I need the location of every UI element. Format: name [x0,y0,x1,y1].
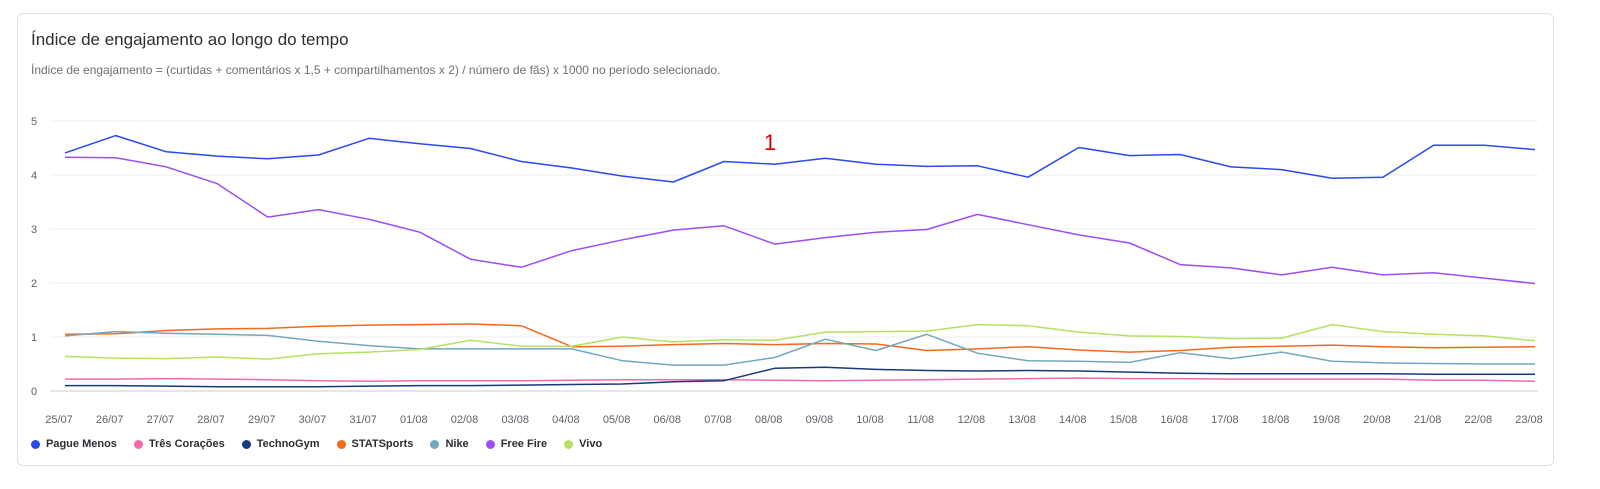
x-tick-label: 27/07 [147,414,175,426]
x-tick-label: 13/08 [1008,414,1036,426]
y-tick-label: 5 [31,116,37,128]
legend-dot [336,439,346,449]
series-line-statsports [64,323,1536,353]
series-line-três-corações [65,377,1536,383]
x-tick-label: 02/08 [451,414,479,426]
x-tick-label: 20/08 [1363,414,1391,426]
legend-item[interactable]: Três Corações [133,438,225,450]
x-tick-label: 28/07 [197,414,225,426]
x-tick-label: 23/08 [1515,414,1543,426]
legend-label: Vivo [579,438,603,450]
x-tick-label: 14/08 [1059,414,1087,426]
x-tick-label: 15/08 [1110,414,1138,426]
legend-item[interactable]: TechnoGym [241,438,320,450]
y-tick-label: 0 [31,386,37,398]
legend-label: TechnoGym [256,438,320,450]
legend-label: Pague Menos [46,438,117,450]
x-tick-label: 12/08 [958,414,986,426]
legend-label: STATSports [351,438,414,450]
chart-subtitle: Índice de engajamento = (curtidas + come… [31,63,721,77]
series-line-technogym [65,366,1535,388]
x-tick-label: 11/08 [907,414,934,426]
series-line-vivo [64,323,1536,360]
x-tick-label: 21/08 [1414,414,1442,426]
x-tick-label: 29/07 [248,414,276,426]
y-tick-label: 1 [31,332,37,344]
x-tick-label: 01/08 [400,414,428,426]
legend-item[interactable]: STATSports [336,438,414,450]
legend-item[interactable]: Pague Menos [31,438,117,450]
x-tick-label: 03/08 [501,414,529,426]
legend-item[interactable]: Vivo [564,438,602,450]
x-tick-label: 08/08 [755,414,783,426]
x-tick-label: 22/08 [1465,414,1493,426]
x-tick-label: 17/08 [1211,414,1239,426]
legend-item[interactable]: Nike [430,438,469,450]
x-tick-label: 25/07 [45,414,73,426]
series-line-nike [64,330,1535,366]
x-tick-label: 26/07 [96,414,124,426]
legend: Pague Menos Três Corações TechnoGym STATSpo… [31,438,619,450]
legend-dot [564,439,574,449]
x-tick-label: 30/07 [299,414,327,426]
x-tick-label: 04/08 [552,414,580,426]
x-tick-label: 09/08 [806,414,834,426]
legend-dot [241,439,251,449]
annotation-label: 1 [764,130,776,155]
x-tick-label: 18/08 [1262,414,1290,426]
legend-dot [430,439,440,449]
legend-dot [31,439,40,449]
legend-label: Três Corações [148,438,225,450]
x-tick-label: 16/08 [1160,414,1188,426]
x-tick-label: 10/08 [856,414,884,426]
series-line-free-fire [64,156,1536,285]
x-tick-label: 31/07 [349,414,377,426]
series-line-pague-menos [64,134,1536,183]
legend-item[interactable]: Free Fire [485,438,548,450]
chart-title: Índice de engajamento ao longo do tempo [31,30,349,49]
x-tick-label: 05/08 [603,414,631,426]
legend-label: Nike [445,438,469,450]
x-tick-label: 06/08 [654,414,682,426]
legend-label: Free Fire [500,438,548,450]
y-tick-label: 3 [31,224,37,236]
legend-dot [485,439,495,449]
y-tick-label: 2 [31,278,37,290]
legend-dot [133,439,143,449]
x-tick-label: 19/08 [1312,414,1340,426]
x-tick-label: 07/08 [704,414,732,426]
y-tick-label: 4 [31,170,37,182]
